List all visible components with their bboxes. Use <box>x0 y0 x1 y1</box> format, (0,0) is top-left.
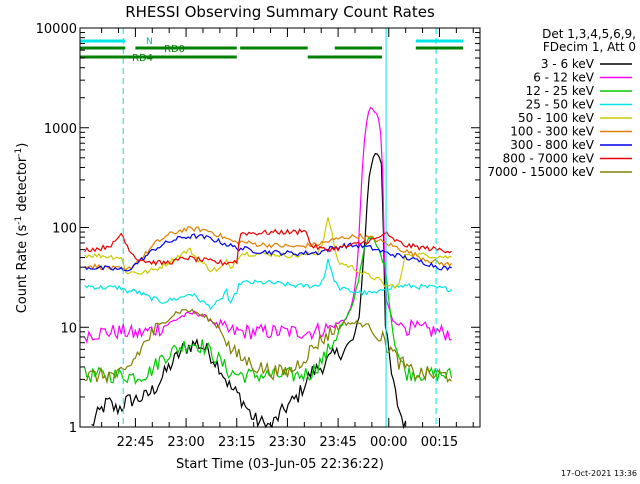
plot-frame <box>79 27 481 428</box>
y-axis-label-mid: detector <box>15 156 30 216</box>
x-tick-label: 00:00 <box>370 435 407 450</box>
x-tick-label: 23:00 <box>167 435 204 450</box>
y-tick-label: 100 <box>52 222 77 237</box>
legend-entry-label: 7000 - 15000 keV <box>487 165 594 179</box>
state-bars: N RD0 RD4 <box>80 37 464 64</box>
series-line <box>84 236 453 386</box>
y-tick-label: 10 <box>60 321 77 336</box>
series-layer <box>84 106 453 430</box>
legend-entry-label: 50 - 100 keV <box>518 111 595 125</box>
y-axis-label-end: ) <box>15 143 30 148</box>
state-label-rd0: RD0 <box>164 44 185 55</box>
series-line <box>84 226 453 272</box>
series-line <box>84 106 452 344</box>
series-line <box>91 152 407 430</box>
x-axis-label: Start Time (03-Jun-05 22:36:22) <box>176 457 384 472</box>
legend-entry-label: 800 - 7000 keV <box>503 152 595 166</box>
series-line <box>84 233 452 272</box>
series-line <box>84 228 452 267</box>
y-axis-label-main: Count Rate (s <box>15 225 30 314</box>
x-tick-label: 23:45 <box>319 435 356 450</box>
x-tick-label: 00:15 <box>421 435 458 450</box>
state-label-n: N <box>146 37 153 47</box>
axes: 1 10 100 1000 10000 22:45 23:00 23:15 23:30 23:45… <box>36 22 481 450</box>
x-tick-label: 22:45 <box>117 435 154 450</box>
chart-title: RHESSI Observing Summary Count Rates <box>125 3 435 21</box>
legend-entry-label: 3 - 6 keV <box>541 57 595 71</box>
y-tick-label: 1000 <box>44 122 77 137</box>
legend-entry-label: 6 - 12 keV <box>533 71 595 85</box>
legend-entry-label: 25 - 50 keV <box>526 98 595 112</box>
legend-entry-label: 100 - 300 keV <box>510 125 594 139</box>
legend-header-line-2: FDecim 1, Att 0 <box>543 40 636 54</box>
y-axis-label-exp2: -1 <box>14 148 24 157</box>
legend-header-line-1: Det 1,3,4,5,6,9, <box>542 27 636 41</box>
x-tick-label: 23:15 <box>218 435 255 450</box>
series-line <box>84 308 453 385</box>
y-axis-label-exp1: -1 <box>14 216 24 225</box>
y-axis-label: Count Rate (s-1 detector-1) <box>14 143 30 314</box>
y-tick-label: 1 <box>69 421 77 436</box>
series-line <box>84 258 453 311</box>
x-tick-label: 23:30 <box>269 435 306 450</box>
legend-entry-label: 12 - 25 keV <box>526 84 595 98</box>
state-label-rd4: RD4 <box>132 53 153 64</box>
timestamp: 17-Oct-2021 13:36 <box>561 469 637 478</box>
legend-entry-label: 300 - 800 keV <box>510 138 594 152</box>
y-tick-label: 10000 <box>36 22 77 37</box>
legend: Det 1,3,4,5,6,9, FDecim 1, Att 0 3 - 6 k… <box>487 27 636 179</box>
series-line <box>84 217 452 290</box>
